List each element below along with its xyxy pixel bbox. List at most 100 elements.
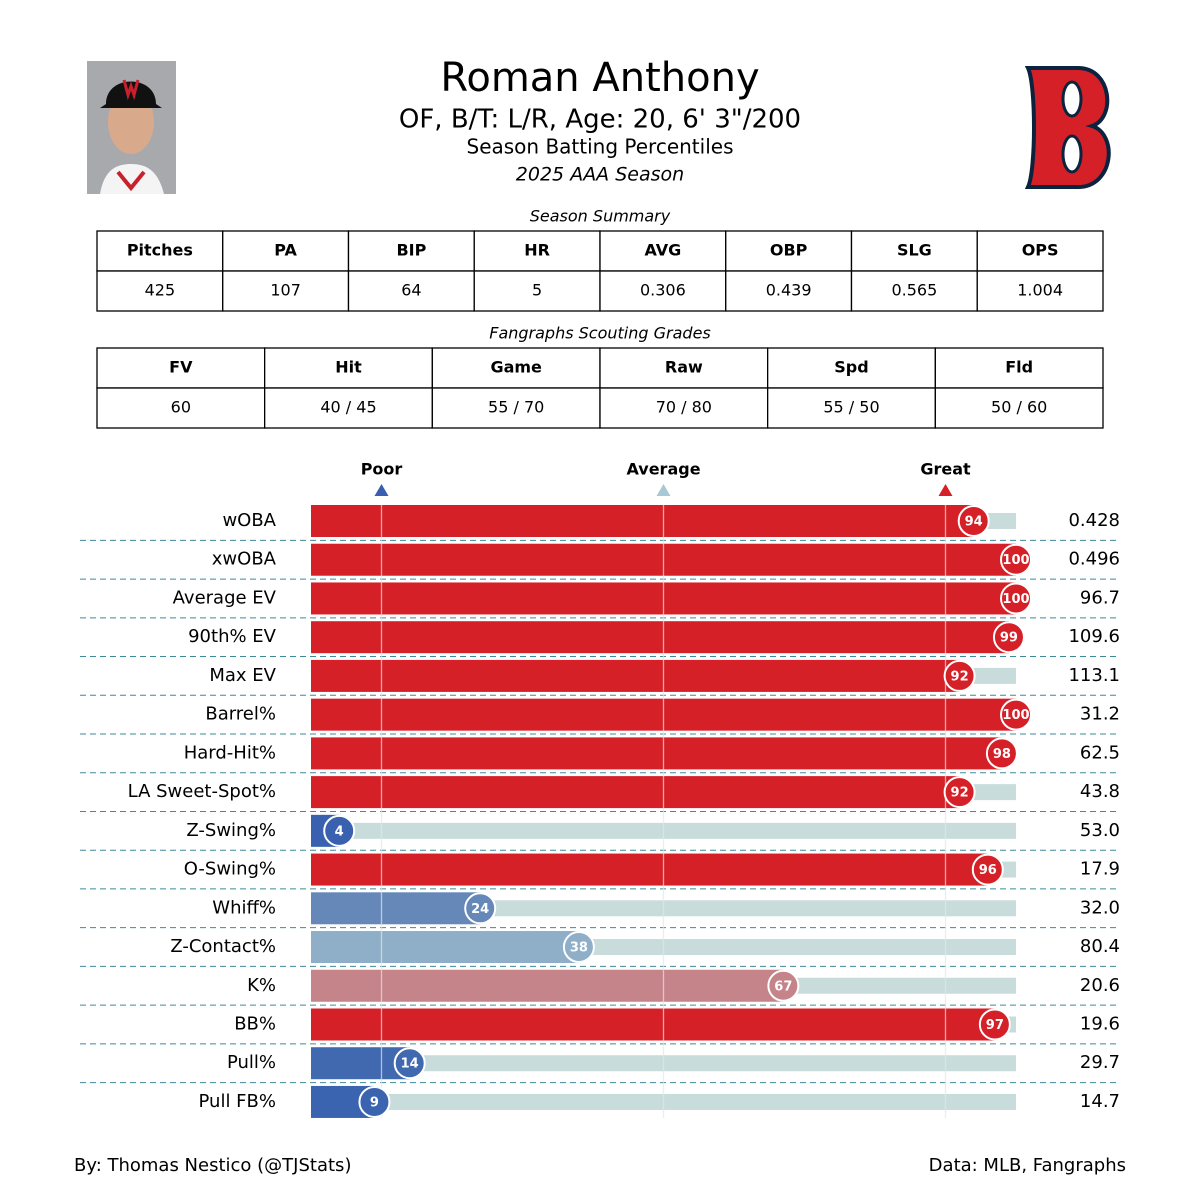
metric-label: Max EV	[209, 665, 276, 686]
metric-label: Hard-Hit%	[184, 742, 276, 763]
table-header: OPS	[1022, 241, 1059, 260]
percentile-label: 100	[1002, 592, 1029, 607]
bar	[311, 659, 960, 692]
table-header: Game	[490, 358, 542, 377]
stat-value: 0.496	[1068, 549, 1120, 570]
bar	[311, 931, 579, 964]
percentile-marker	[978, 1008, 1011, 1041]
metric-label: LA Sweet-Spot%	[128, 781, 276, 802]
percentile-label: 92	[951, 669, 969, 684]
percentile-marker	[1000, 698, 1032, 731]
metric-label: Average EV	[173, 587, 277, 608]
table-cell	[96, 347, 266, 389]
metric-label: Pull FB%	[199, 1091, 276, 1112]
table-header: Fld	[1005, 358, 1033, 377]
x-tick-label: Poor	[361, 460, 403, 479]
table-value: 0.306	[640, 281, 686, 300]
table-cell	[850, 230, 978, 272]
stat-value: 20.6	[1080, 975, 1120, 996]
metric-label: BB%	[234, 1013, 276, 1034]
bar	[311, 776, 960, 809]
stat-value: 17.9	[1080, 859, 1120, 880]
metric-label: O-Swing%	[184, 859, 276, 880]
tick-marker	[938, 484, 953, 496]
percentile-label: 98	[993, 747, 1011, 762]
table-header: BIP	[396, 241, 426, 260]
table-title: Fangraphs Scouting Grades	[489, 324, 711, 343]
percentile-label: 96	[979, 863, 997, 878]
table-value: 55 / 50	[823, 398, 879, 417]
bar	[311, 1008, 995, 1041]
table-cell	[347, 270, 475, 312]
percentile-label: 100	[1002, 708, 1029, 723]
table-value: 425	[145, 281, 176, 300]
table-header: OBP	[770, 241, 808, 260]
table-cell	[473, 270, 601, 312]
table-title: Season Summary	[530, 207, 671, 226]
x-tick-label: Average	[626, 460, 700, 479]
stat-value: 43.8	[1080, 781, 1120, 802]
stat-value: 80.4	[1080, 936, 1120, 957]
percentile-marker	[943, 659, 976, 692]
player-info: OF, B/T: L/R, Age: 20, 6' 3"/200	[399, 105, 801, 135]
percentile-marker	[943, 776, 976, 809]
stat-value: 0.428	[1068, 510, 1120, 531]
table-cell	[934, 387, 1104, 429]
table-value: 64	[401, 281, 421, 300]
season: 2025 AAA Season	[516, 164, 684, 186]
team-logo	[1024, 66, 1111, 189]
bar	[311, 969, 784, 1002]
bar	[311, 1047, 410, 1080]
bar	[311, 621, 1009, 654]
table-cell	[222, 270, 350, 312]
table-cell	[96, 387, 266, 429]
percentile-label: 4	[335, 824, 344, 839]
bar	[311, 737, 1002, 770]
credit: By: Thomas Nestico (@TJStats)	[74, 1155, 351, 1176]
metric-label: Pull%	[227, 1052, 276, 1073]
table-cell	[264, 347, 433, 389]
table-header: Raw	[665, 358, 703, 377]
percentile-label: 100	[1002, 553, 1029, 568]
percentile-marker	[323, 814, 356, 847]
percentile-label: 24	[471, 902, 489, 917]
percentile-marker	[1000, 582, 1032, 615]
percentile-marker	[464, 892, 497, 925]
bar	[311, 892, 481, 925]
stat-value: 53.0	[1080, 820, 1120, 841]
stat-value: 31.2	[1080, 704, 1120, 725]
subtitle: Season Batting Percentiles	[467, 135, 734, 159]
metric-label: xwOBA	[212, 549, 277, 570]
percentile-marker	[957, 505, 990, 537]
table-header: Pitches	[127, 241, 193, 260]
table-cell	[96, 270, 224, 312]
stat-value: 62.5	[1080, 742, 1120, 763]
player-name: Roman Anthony	[440, 55, 759, 101]
percentile-marker	[767, 969, 800, 1002]
bar	[311, 505, 974, 537]
table-cell	[976, 230, 1104, 272]
table-cell	[264, 387, 433, 429]
table-header: PA	[274, 241, 297, 260]
table-cell	[431, 387, 601, 429]
metric-label: K%	[247, 975, 276, 996]
table-value: 40 / 45	[320, 398, 376, 417]
metric-label: Barrel%	[205, 704, 276, 725]
table-cell	[599, 387, 769, 429]
table-value: 70 / 80	[656, 398, 712, 417]
table-value: 60	[171, 398, 191, 417]
table-cell	[767, 387, 936, 429]
table-header: HR	[524, 241, 550, 260]
stat-value: 113.1	[1068, 665, 1120, 686]
percentile-marker	[562, 931, 595, 964]
source: Data: MLB, Fangraphs	[929, 1155, 1126, 1176]
table-header: FV	[169, 358, 193, 377]
table-value: 107	[270, 281, 301, 300]
table-value: 5	[532, 281, 542, 300]
percentile-label: 97	[986, 1018, 1004, 1033]
percentile-marker	[1000, 543, 1032, 576]
table-header: Spd	[834, 358, 868, 377]
stat-value: 109.6	[1068, 626, 1120, 647]
table-value: 0.439	[766, 281, 812, 300]
